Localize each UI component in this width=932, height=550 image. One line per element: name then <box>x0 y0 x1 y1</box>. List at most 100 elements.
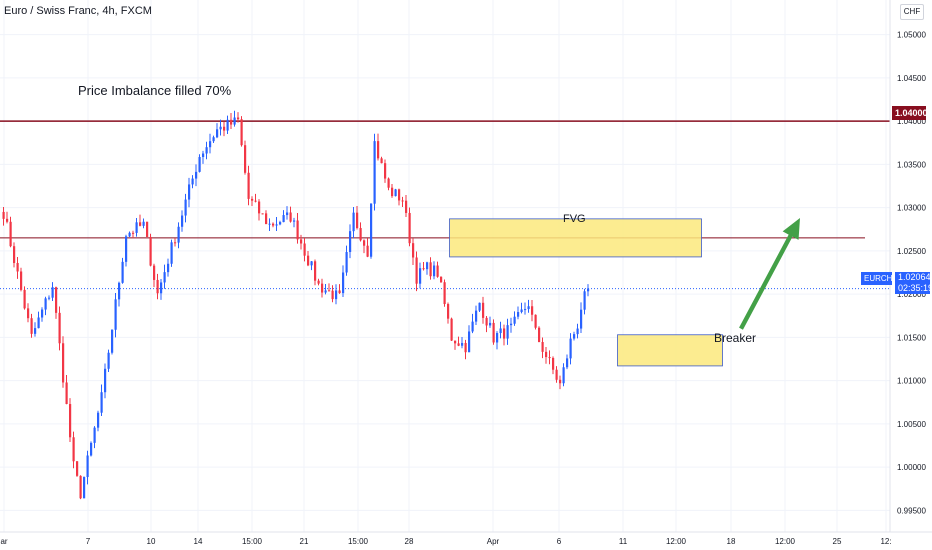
candle-down <box>356 212 359 229</box>
candle-up <box>125 236 128 262</box>
candle-up <box>342 272 345 294</box>
candle-down <box>429 262 432 277</box>
candle-down <box>230 119 233 125</box>
candle-down <box>307 255 310 266</box>
candle-up <box>167 263 170 273</box>
candle-up <box>433 265 436 277</box>
candle-down <box>436 265 439 277</box>
candle-down <box>240 119 243 146</box>
candle-down <box>79 475 82 499</box>
candle-down <box>457 343 460 346</box>
candle-down <box>251 198 254 201</box>
fvg-label[interactable]: FVG <box>563 213 586 225</box>
candle-up <box>51 287 54 298</box>
price-axis: 1.05000 1.04500 1.04000 1.03500 1.03000 1.025… <box>897 31 926 516</box>
y-tick-label: 1.05000 <box>897 31 926 40</box>
candle-down <box>559 379 562 384</box>
y-tick-label: 1.00500 <box>897 420 926 429</box>
candle-up <box>219 126 222 130</box>
candle-down <box>391 187 394 197</box>
y-tick-label: 1.03000 <box>897 204 926 213</box>
candle-up <box>471 321 474 332</box>
candle-down <box>328 290 331 292</box>
symbol-title[interactable]: Euro / Swiss Franc, 4h, FXCM <box>4 5 152 17</box>
candle-down <box>30 318 33 334</box>
candle-up <box>293 220 296 222</box>
breaker-zone <box>617 334 723 367</box>
candle-up <box>513 316 516 324</box>
level-price-tag: 1.04000 <box>892 106 928 120</box>
candle-down <box>296 220 299 240</box>
y-tick-label: 0.99500 <box>897 506 926 515</box>
candle-down <box>289 212 292 222</box>
candles <box>2 110 590 500</box>
candle-down <box>454 340 457 344</box>
currency-badge[interactable]: CHF <box>900 4 924 20</box>
candle-down <box>2 211 5 219</box>
breaker-label[interactable]: Breaker <box>714 331 757 345</box>
candle-up <box>142 221 145 226</box>
price-axis-bg <box>890 0 932 532</box>
candle-up <box>188 184 191 200</box>
candle-up <box>83 477 86 499</box>
candle-down <box>237 117 240 120</box>
candle-up <box>34 328 37 334</box>
candle-down <box>317 280 320 284</box>
candle-up <box>184 199 187 216</box>
candle-up <box>160 282 163 294</box>
y-tick-label: 1.00000 <box>897 463 926 472</box>
candle-up <box>478 302 481 311</box>
annotation-text[interactable]: Price Imbalance filled 70% <box>78 83 232 98</box>
candle-down <box>69 404 72 438</box>
candle-down <box>272 223 275 226</box>
candle-down <box>244 145 247 173</box>
time-axis-bg <box>0 532 932 550</box>
y-tick-label: 1.04500 <box>897 74 926 83</box>
candle-up <box>475 310 478 322</box>
candle-up <box>37 317 40 329</box>
candle-down <box>422 268 425 270</box>
x-tick-label: Apr <box>487 537 500 546</box>
candle-down <box>62 343 65 383</box>
fvg-zone <box>449 218 702 258</box>
candle-up <box>580 309 583 329</box>
target-arrow-shape <box>739 217 800 330</box>
candle-up <box>562 367 565 384</box>
target-arrow <box>739 217 800 330</box>
candle-down <box>415 257 418 284</box>
x-tick-label: 28 <box>405 537 414 546</box>
candle-down <box>9 221 12 247</box>
candle-up <box>587 288 590 292</box>
x-tick-label: 12:00 <box>666 537 687 546</box>
candle-up <box>104 368 107 393</box>
candle-down <box>149 236 152 266</box>
candle-down <box>377 141 380 159</box>
candle-down <box>13 246 16 263</box>
candle-up <box>489 322 492 326</box>
y-tick-label: 1.04000 <box>897 117 926 126</box>
x-tick-label: 6 <box>557 537 562 546</box>
candle-up <box>576 328 579 335</box>
candle-up <box>426 262 429 270</box>
candle-up <box>202 153 205 158</box>
candle-up <box>86 455 89 478</box>
x-tick-label: 7 <box>86 537 91 546</box>
candle-up <box>163 272 166 283</box>
candle-down <box>384 163 387 179</box>
candle-up <box>499 328 502 334</box>
candle-up <box>191 178 194 185</box>
candle-down <box>552 357 555 370</box>
candle-down <box>443 282 446 305</box>
candle-up <box>41 309 44 318</box>
candle-up <box>282 215 285 223</box>
last-price-value: 1.02064 <box>898 272 931 282</box>
candle-down <box>27 308 30 319</box>
candle-up <box>48 297 51 299</box>
candle-down <box>541 342 544 352</box>
candle-up <box>527 306 530 310</box>
candle-down <box>387 178 390 188</box>
candle-up <box>177 226 180 243</box>
candle-down <box>534 314 537 328</box>
candle-up <box>583 291 586 310</box>
